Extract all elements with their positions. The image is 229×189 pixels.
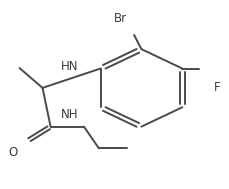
- Text: F: F: [213, 81, 220, 94]
- Text: NH: NH: [60, 108, 78, 121]
- Text: HN: HN: [60, 60, 78, 74]
- Text: O: O: [8, 146, 17, 159]
- Text: Br: Br: [113, 12, 126, 25]
